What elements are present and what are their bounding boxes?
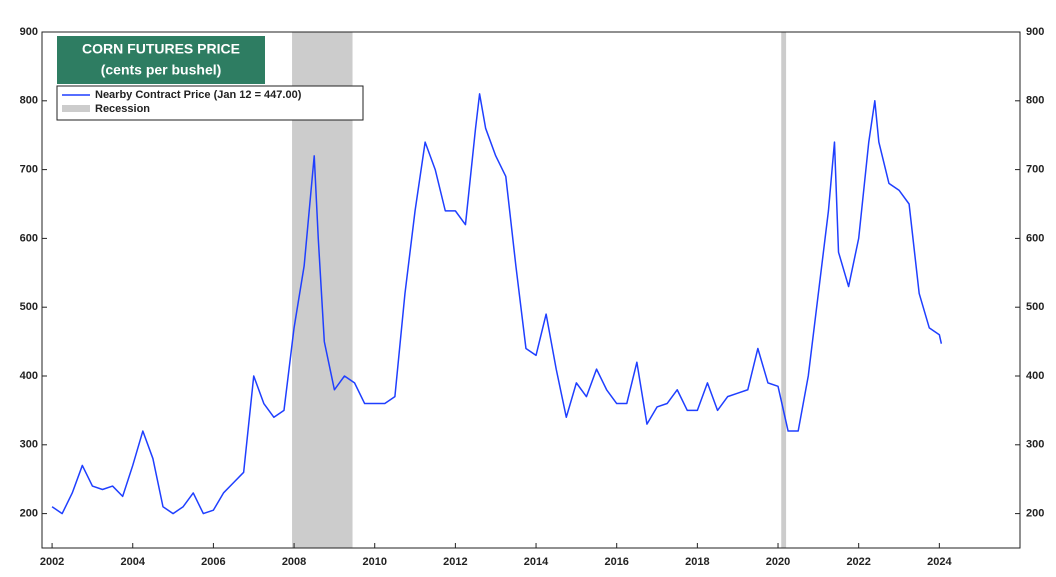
x-tick-label: 2008: [282, 556, 306, 568]
title-box: [57, 36, 265, 84]
y2-tick-label: 700: [1026, 164, 1044, 176]
recession-band: [781, 32, 787, 548]
x-tick-label: 2018: [685, 556, 709, 568]
x-tick-label: 2006: [201, 556, 225, 568]
legend-swatch: [62, 105, 90, 112]
x-tick-label: 2002: [40, 556, 64, 568]
x-tick-label: 2022: [846, 556, 870, 568]
legend-label: Nearby Contract Price (Jan 12 = 447.00): [95, 89, 302, 101]
y2-tick-label: 400: [1026, 370, 1044, 382]
y-tick-label: 800: [20, 95, 38, 107]
x-tick-label: 2024: [927, 556, 952, 568]
x-tick-label: 2010: [362, 556, 386, 568]
y-tick-label: 200: [20, 508, 38, 520]
x-tick-label: 2004: [121, 556, 146, 568]
y2-tick-label: 200: [1026, 508, 1044, 520]
legend: [56, 85, 364, 121]
x-tick-label: 2014: [524, 556, 549, 568]
chart-subtitle: (cents per bushel): [101, 62, 222, 78]
y-tick-label: 900: [20, 26, 38, 38]
x-tick-label: 2020: [766, 556, 790, 568]
y-tick-label: 500: [20, 301, 38, 313]
x-tick-label: 2016: [604, 556, 628, 568]
x-tick-label: 2012: [443, 556, 467, 568]
y-tick-label: 400: [20, 370, 38, 382]
chart-title: CORN FUTURES PRICE: [82, 41, 240, 57]
y2-tick-label: 300: [1026, 439, 1044, 451]
y2-tick-label: 600: [1026, 232, 1044, 244]
y-tick-label: 300: [20, 439, 38, 451]
y2-tick-label: 900: [1026, 26, 1044, 38]
price-line: [51, 93, 943, 515]
plot-frame: [41, 31, 1021, 549]
y2-tick-label: 800: [1026, 95, 1044, 107]
y-tick-label: 600: [20, 232, 38, 244]
y-tick-label: 700: [20, 164, 38, 176]
legend-label: Recession: [95, 103, 150, 115]
y2-tick-label: 500: [1026, 301, 1044, 313]
